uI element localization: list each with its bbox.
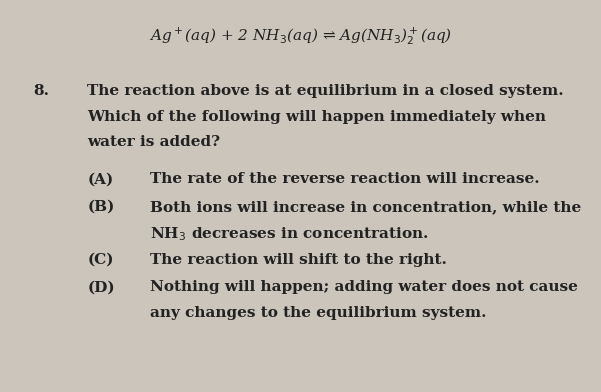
Text: The reaction will shift to the right.: The reaction will shift to the right. [150,253,447,267]
Text: (A): (A) [87,172,114,187]
Text: NH$_3$ decreases in concentration.: NH$_3$ decreases in concentration. [150,225,429,243]
Text: 8.: 8. [33,84,49,98]
Text: (B): (B) [87,200,115,214]
Text: Which of the following will happen immediately when: Which of the following will happen immed… [87,110,546,124]
Text: (C): (C) [87,253,114,267]
Text: The reaction above is at equilibrium in a closed system.: The reaction above is at equilibrium in … [87,84,564,98]
Text: any changes to the equilibrium system.: any changes to the equilibrium system. [150,306,487,320]
Text: Ag$^+$(aq) + 2 NH$_3$(aq) ⇌ Ag(NH$_3$)$_2^+$(aq): Ag$^+$(aq) + 2 NH$_3$(aq) ⇌ Ag(NH$_3$)$_… [149,25,452,47]
Text: Nothing will happen; adding water does not cause: Nothing will happen; adding water does n… [150,280,578,294]
Text: The rate of the reverse reaction will increase.: The rate of the reverse reaction will in… [150,172,540,187]
Text: water is added?: water is added? [87,135,220,149]
Text: (D): (D) [87,280,115,294]
Text: Both ions will increase in concentration, while the: Both ions will increase in concentration… [150,200,582,214]
